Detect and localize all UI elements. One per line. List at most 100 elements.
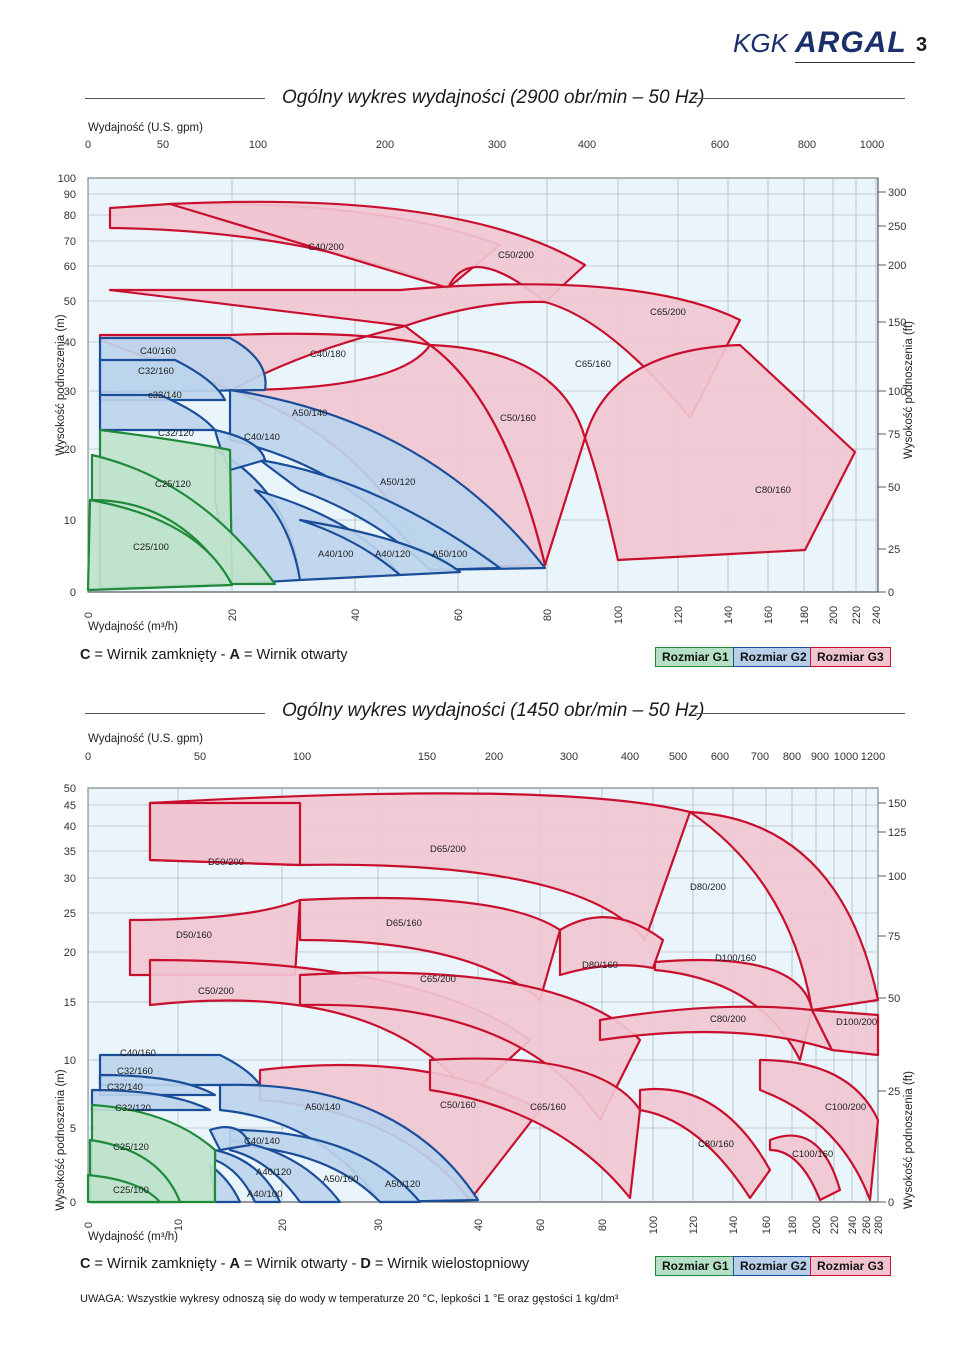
y-tick-m: 40: [64, 821, 76, 833]
title-rule-right-2: [695, 713, 905, 714]
footnote: UWAGA: Wszystkie wykresy odnoszą się do …: [80, 1293, 619, 1305]
series-label: C32/160: [117, 1066, 153, 1077]
header-rule: [795, 62, 915, 63]
badge-g2: Rozmiar G2: [733, 647, 814, 667]
series-label: C32/120: [115, 1103, 151, 1114]
curve-d100-200: [810, 1008, 880, 1057]
x-tick: 60: [453, 609, 465, 621]
y-tick-m: 90: [64, 189, 76, 201]
series-label: C32/120: [158, 428, 194, 439]
series-label: D65/200: [430, 844, 466, 855]
curve-a50-100: [298, 518, 462, 577]
y-tick-ft: 150: [888, 317, 906, 329]
x-tick: 200: [811, 1216, 823, 1234]
curve-a50-120: [258, 458, 502, 572]
curve-a50-140: [228, 388, 547, 572]
series-label: A50/120: [385, 1179, 420, 1190]
x-tick: 140: [723, 606, 735, 624]
y-tick-m: 45: [64, 800, 76, 812]
curve-c32-140: [90, 1088, 212, 1112]
y-tick-ft: 150: [888, 798, 906, 810]
y-tick-m: 15: [64, 997, 76, 1009]
series-label: A50/140: [292, 408, 327, 419]
chart2-title: Ogólny wykres wydajności (1450 obr/min –…: [282, 700, 705, 721]
left-axis-label: Wysokość podnoszenia (m): [55, 1069, 67, 1210]
curve-c80-160: [638, 1087, 772, 1200]
chart1-legend: C = Wirnik zamknięty - A = Wirnik otwart…: [80, 647, 348, 663]
top-tick: 400: [578, 139, 596, 151]
series-label: C100/160: [792, 1149, 833, 1160]
top-tick: 700: [751, 751, 769, 763]
y-tick-ft: 125: [888, 827, 906, 839]
chart2-legend: C = Wirnik zamknięty - A = Wirnik otwart…: [80, 1256, 530, 1272]
series-label: C100/200: [825, 1102, 866, 1113]
curve-d100-160: [653, 958, 814, 1062]
top-tick: 1000: [860, 139, 884, 151]
series-label: C25/100: [133, 542, 169, 553]
series-label: A50/100: [323, 1174, 358, 1185]
curve-c25-100: [86, 498, 234, 592]
y-tick-m: 0: [70, 587, 76, 599]
series-label: C65/160: [530, 1102, 566, 1113]
series-label: C80/160: [698, 1139, 734, 1150]
series-label: C65/200: [650, 307, 686, 318]
series-label: C40/200: [308, 242, 344, 253]
x-tick: 260: [861, 1216, 873, 1234]
top-tick: 50: [194, 751, 206, 763]
series-label: A40/120: [375, 549, 410, 560]
y-tick-ft: 100: [888, 871, 906, 883]
top-tick: 400: [621, 751, 639, 763]
y-tick-ft: 300: [888, 187, 906, 199]
y-tick-m: 30: [64, 873, 76, 885]
curve-d80-160: [558, 916, 665, 977]
series-label: C40/180: [310, 349, 346, 360]
series-label: A40/100: [318, 549, 353, 560]
top-tick: 150: [418, 751, 436, 763]
curve-a40-120: [213, 1148, 282, 1204]
y-tick-m: 60: [64, 261, 76, 273]
top-tick: 300: [560, 751, 578, 763]
bottom-axis-label: Wydajność (m³/h): [88, 1231, 178, 1243]
x-tick: 0: [83, 1222, 95, 1228]
series-label: C25/120: [155, 479, 191, 490]
x-tick: 80: [597, 1219, 609, 1231]
top-tick: 300: [488, 139, 506, 151]
y-tick-m: 30: [64, 386, 76, 398]
y-tick-ft: 50: [888, 482, 900, 494]
curve-c25-120: [90, 453, 277, 586]
y-tick-m: 80: [64, 210, 76, 222]
y-tick-ft: 0: [888, 587, 894, 599]
title-rule-right: [695, 98, 905, 99]
y-tick-m: 20: [64, 444, 76, 456]
top-tick: 1200: [861, 751, 885, 763]
y-tick-ft: 25: [888, 544, 900, 556]
x-tick: 20: [227, 609, 239, 621]
chart1-title: Ogólny wykres wydajności (2900 obr/min –…: [282, 87, 705, 108]
curve-c80-160: [583, 343, 857, 562]
y-tick-ft: 75: [888, 931, 900, 943]
y-tick-m: 35: [64, 846, 76, 858]
curve-c25-100: [86, 1173, 162, 1204]
y-tick-m: 70: [64, 236, 76, 248]
series-label: C80/160: [755, 485, 791, 496]
series-label: A50/100: [432, 549, 467, 560]
x-tick: 180: [787, 1216, 799, 1234]
badge-g2-2: Rozmiar G2: [733, 1256, 814, 1276]
top-tick: 600: [711, 751, 729, 763]
right-axis-label: Wysokość podnoszenia (ft): [903, 321, 915, 459]
top-tick: 900: [811, 751, 829, 763]
series-label: C40/160: [140, 346, 176, 357]
series-label: C25/120: [113, 1142, 149, 1153]
y-tick-m: 100: [58, 173, 76, 185]
x-tick: 220: [851, 606, 863, 624]
y-tick-ft: 250: [888, 221, 906, 233]
y-tick-m: 10: [64, 1055, 76, 1067]
series-label: C40/140: [244, 1136, 280, 1147]
argal-logo: ARGAL: [795, 26, 907, 59]
chart1-plot: C40/200 C50/200 C65/200 C40/180 C65/160 C50/1…: [55, 122, 915, 633]
y-tick-m: 5: [70, 1123, 76, 1135]
x-tick: 140: [728, 1216, 740, 1234]
series-label: C50/200: [198, 986, 234, 997]
series-label: D80/160: [582, 960, 618, 971]
left-axis-label: Wysokość podnoszenia (m): [55, 314, 67, 455]
